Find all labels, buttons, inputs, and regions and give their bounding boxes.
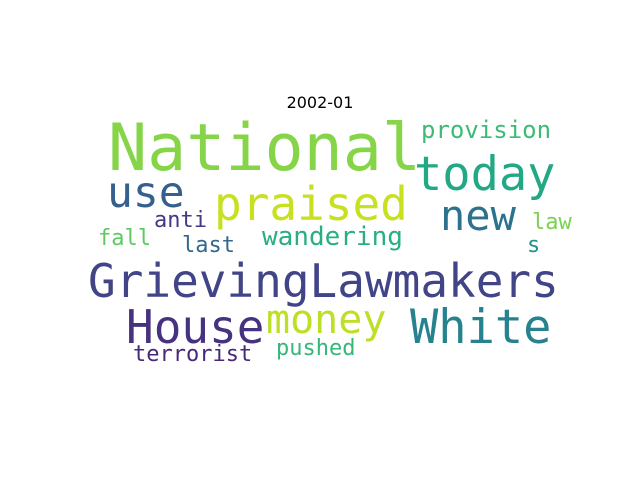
word-new: new (440, 191, 517, 240)
word-praised: praised (214, 177, 408, 231)
word-pushed: pushed (276, 336, 355, 361)
word-fall: fall (98, 226, 151, 251)
word-wandering: wandering (262, 222, 403, 252)
word-money: money (266, 297, 386, 343)
word-terrorist: terrorist (133, 342, 252, 367)
word-today: today (414, 147, 555, 202)
word-s: s (527, 233, 540, 258)
word-provision: provision (421, 116, 551, 144)
figure-title: 2002-01 (286, 93, 354, 112)
word-national: National (108, 111, 421, 186)
word-grievinglawmakers: GrievingLawmakers (88, 254, 559, 308)
word-law: law (532, 210, 572, 235)
word-use: use (107, 168, 185, 218)
word-last: last (182, 233, 235, 258)
word-house: House (126, 300, 264, 354)
word-anti: anti (154, 208, 207, 233)
word-white: White (410, 300, 551, 355)
